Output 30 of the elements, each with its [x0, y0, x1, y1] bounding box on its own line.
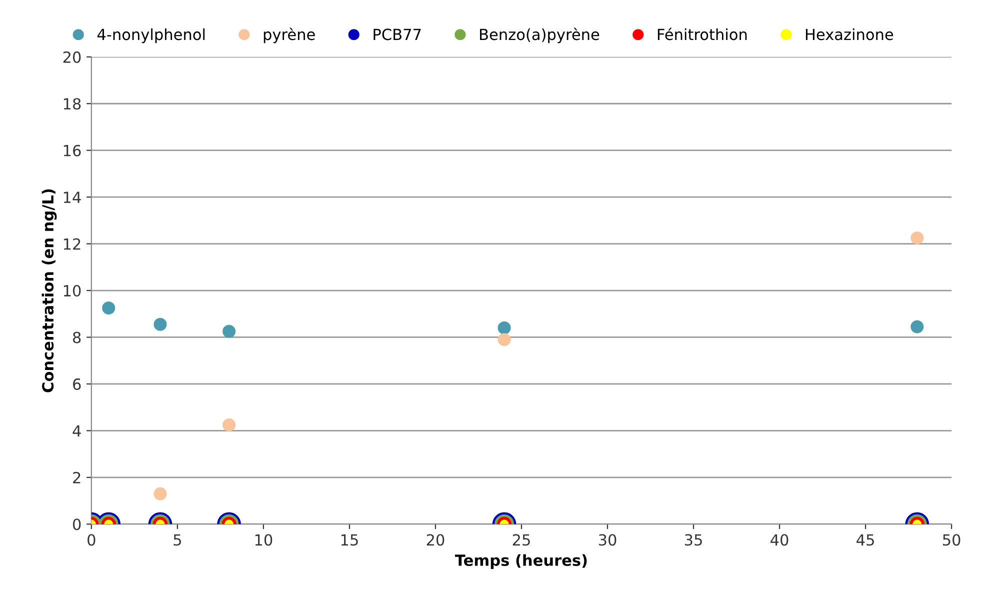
legend-label: Fénitrothion [658, 28, 747, 40]
legend-label: pyrène [264, 28, 315, 44]
y-tick-label: 12 [64, 238, 80, 250]
legend-label: Benzo(a)pyrène [480, 28, 600, 44]
legend-label: PCB77 [374, 28, 421, 40]
legend-label: Hexazinone [806, 28, 894, 40]
y-tick-label: 10 [64, 284, 81, 297]
x-tick-label: 45 [856, 534, 874, 546]
y-tick-label: 14 [64, 192, 81, 203]
x-tick-label: 35 [684, 534, 702, 546]
legend-label: 4-nonylphenol [97, 28, 205, 44]
x-tick-label: 5 [174, 534, 181, 546]
x-tick-label: 40 [770, 534, 788, 546]
y-tick-label: 0 [72, 518, 81, 530]
y-tick-label: 8 [73, 332, 81, 344]
y-tick-label: 18 [64, 98, 81, 110]
x-tick-label: 10 [255, 534, 272, 546]
y-tick-label: 4 [72, 425, 81, 436]
y-axis-title: Concentration (en ng/L) [42, 189, 57, 392]
x-tick-label: 20 [426, 534, 444, 546]
x-tick-label: 30 [598, 534, 616, 546]
y-tick-label: 6 [73, 378, 81, 390]
x-tick-label: 0 [88, 534, 96, 546]
x-tick-label: 25 [512, 534, 530, 546]
y-tick-label: 2 [73, 472, 80, 484]
y-tick-label: 16 [64, 144, 81, 156]
x-tick-label: 50 [943, 534, 960, 546]
y-tick-label: 20 [63, 51, 81, 63]
x-tick-label: 15 [341, 534, 358, 546]
x-axis-title: Temps (heures) [455, 554, 587, 569]
